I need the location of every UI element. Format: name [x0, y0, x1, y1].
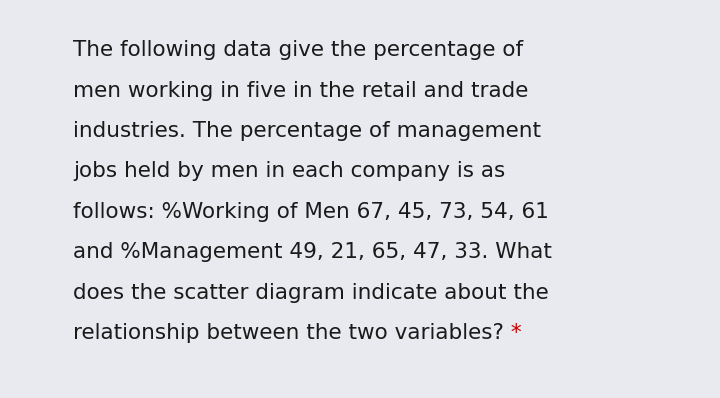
Text: men working in five in the retail and trade: men working in five in the retail and tr…: [73, 80, 528, 101]
Text: relationship between the two variables?: relationship between the two variables?: [73, 323, 504, 343]
Text: and %Management 49, 21, 65, 47, 33. What: and %Management 49, 21, 65, 47, 33. What: [73, 242, 552, 262]
Text: does the scatter diagram indicate about the: does the scatter diagram indicate about …: [73, 283, 549, 302]
Text: industries. The percentage of management: industries. The percentage of management: [73, 121, 541, 141]
Text: The following data give the percentage of: The following data give the percentage o…: [73, 40, 523, 60]
Text: jobs held by men in each company is as: jobs held by men in each company is as: [73, 162, 505, 181]
Text: *: *: [504, 323, 522, 343]
Text: follows: %Working of Men 67, 45, 73, 54, 61: follows: %Working of Men 67, 45, 73, 54,…: [73, 202, 549, 222]
